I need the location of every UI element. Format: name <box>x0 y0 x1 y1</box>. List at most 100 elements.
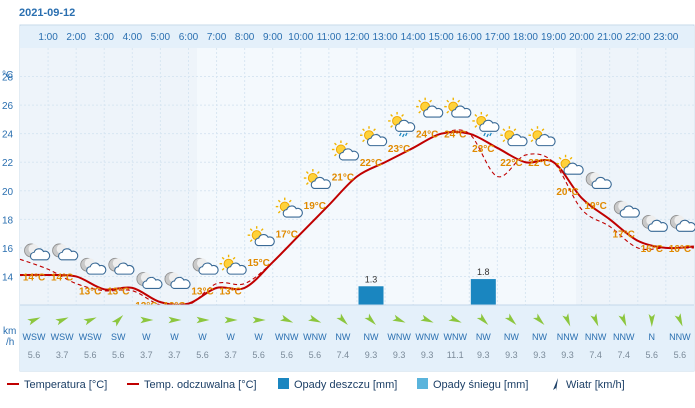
wind-speed: 9.3 <box>561 350 574 360</box>
temperature-label: 23°C <box>388 144 410 155</box>
y-tick-label: 26 <box>2 101 14 112</box>
temperature-label: 16°C <box>669 244 691 255</box>
legend-rain-swatch <box>278 378 289 389</box>
wind-speed: 7.4 <box>617 350 630 360</box>
wind-direction: WNW <box>387 332 411 342</box>
wind-speed: 9.3 <box>365 350 378 360</box>
y-tick-label: 16 <box>2 244 14 255</box>
temperature-label: 14°C <box>23 272 45 283</box>
wind-direction: NNW <box>613 332 635 342</box>
legend-feels-like: Temp. odczuwalna [°C] <box>144 379 257 391</box>
temperature-label: 14°C <box>51 272 73 283</box>
wind-direction: WNW <box>443 332 467 342</box>
hour-label: 2:00 <box>66 32 86 43</box>
temperature-label: 22°C <box>500 158 522 169</box>
wind-speed: 11.1 <box>447 350 464 360</box>
wind-direction: NW <box>504 332 519 342</box>
wind-direction: WSW <box>51 332 74 342</box>
feels-like-line <box>19 129 694 308</box>
temperature-label: 16°C <box>641 244 663 255</box>
hour-label: 23:00 <box>653 32 678 43</box>
wind-direction: NNW <box>557 332 579 342</box>
wind-speed: 9.3 <box>393 350 406 360</box>
temperature-line <box>19 130 694 306</box>
wind-row: WSW 5.6 WSW 3.7 WSW 5.6 SW 5.6 W 3.7 W 3.7 W 5.6 W 3.7 W… <box>23 312 691 360</box>
temperature-label: 20°C <box>556 187 578 198</box>
temperature-label: 23°C <box>472 144 494 155</box>
wind-direction: NW <box>335 332 350 342</box>
hour-label: 19:00 <box>541 32 566 43</box>
hour-label: 13:00 <box>373 32 398 43</box>
wind-speed: 9.3 <box>477 350 490 360</box>
hour-label: 1:00 <box>38 32 58 43</box>
temperature-label: 22°C <box>360 158 382 169</box>
hour-label: 6:00 <box>179 32 199 43</box>
legend-wind: Wiatr [km/h] <box>566 379 625 391</box>
temperature-label: 17°C <box>613 230 635 241</box>
y-tick-label: 24 <box>2 130 14 141</box>
wind-speed: 3.7 <box>56 350 69 360</box>
wind-direction: W <box>254 332 263 342</box>
wind-speed: 5.6 <box>252 350 265 360</box>
wind-speed: 7.4 <box>337 350 350 360</box>
temperature-label: 24°C <box>416 130 438 141</box>
wind-speed: 5.6 <box>196 350 209 360</box>
hour-label: 15:00 <box>429 32 454 43</box>
hour-label: 11:00 <box>317 32 342 43</box>
hour-header <box>20 26 694 48</box>
hour-label: 20:00 <box>569 32 594 43</box>
wind-direction: W <box>198 332 207 342</box>
wind-speed: 5.6 <box>309 350 322 360</box>
rain-bar-label: 1.8 <box>477 267 490 277</box>
wind-direction: W <box>170 332 179 342</box>
hour-label: 10:00 <box>288 32 313 43</box>
wind-unit-h: /h <box>6 337 14 348</box>
wind-direction: N <box>649 332 656 342</box>
wind-arrow-icon <box>553 378 558 391</box>
temperature-label: 24°C <box>444 130 466 141</box>
temperature-label: 15°C <box>248 258 270 269</box>
sun-rain-cloud-icon <box>471 111 500 138</box>
wind-direction: WSW <box>79 332 102 342</box>
header-band <box>0 0 695 25</box>
hour-label: 22:00 <box>625 32 650 43</box>
hour-label: 5:00 <box>151 32 171 43</box>
wind-speed: 5.6 <box>112 350 125 360</box>
wind-speed: 5.6 <box>28 350 41 360</box>
wind-speed: 7.4 <box>589 350 602 360</box>
hour-label: 21:00 <box>597 32 622 43</box>
wind-speed: 5.6 <box>646 350 659 360</box>
wind-speed: 9.3 <box>421 350 434 360</box>
temperature-label: 17°C <box>276 230 298 241</box>
legend-snow-swatch <box>417 378 428 389</box>
wind-speed: 9.3 <box>533 350 546 360</box>
night-band <box>20 48 197 305</box>
temperature-label: 13°C <box>191 287 213 298</box>
wind-direction: WNW <box>303 332 327 342</box>
wind-speed: 5.6 <box>281 350 294 360</box>
hour-label: 12:00 <box>344 32 369 43</box>
y-axis: 14 16 18 20 22 24 26 28 <box>2 73 14 284</box>
temperature-label: 19°C <box>304 201 326 212</box>
wind-direction: NW <box>364 332 379 342</box>
temperature-label: 21°C <box>332 173 354 184</box>
temp-unit-label: °C <box>2 70 13 81</box>
wind-direction: WNW <box>275 332 299 342</box>
wind-strip <box>20 305 694 371</box>
hour-label: 8:00 <box>235 32 255 43</box>
hour-label: 14:00 <box>401 32 426 43</box>
wind-direction: NW <box>532 332 547 342</box>
hour-label: 9:00 <box>263 32 283 43</box>
rain-bar-label: 1.3 <box>365 274 378 284</box>
rain-bar <box>470 279 496 305</box>
grid <box>20 48 694 305</box>
legend-rain: Opady deszczu [mm] <box>294 379 397 391</box>
y-tick-label: 14 <box>2 272 14 283</box>
rain-bars: 1.3 1.8 <box>358 267 496 305</box>
legend-snow: Opady śniegu [mm] <box>433 379 528 391</box>
y-tick-label: 28 <box>2 73 14 84</box>
wind-speed: 3.7 <box>168 350 181 360</box>
temperature-label: 13°C <box>107 287 129 298</box>
y-tick-label: 18 <box>2 215 14 226</box>
